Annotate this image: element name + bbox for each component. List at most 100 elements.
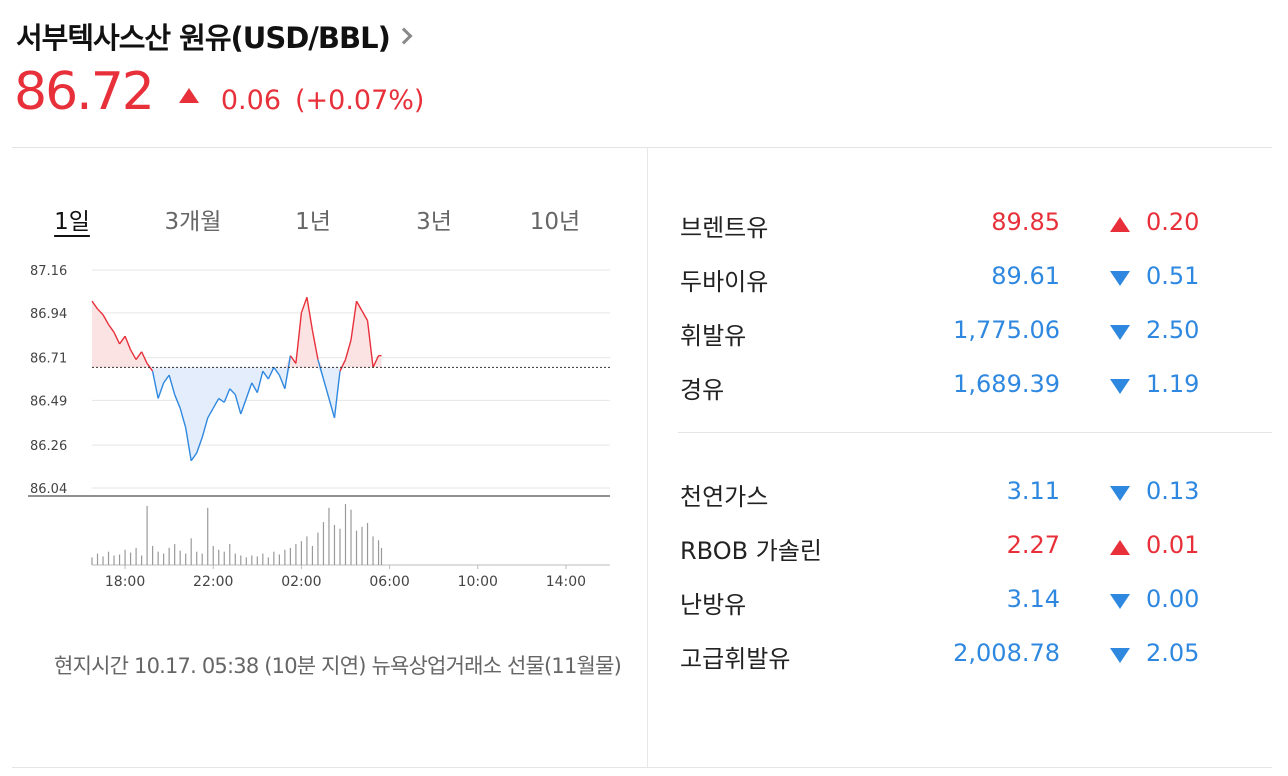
- price-line-segment: [118, 335, 126, 345]
- price-line-segment: [190, 452, 198, 462]
- commodity-change: 0.01: [1146, 531, 1200, 559]
- commodity-value: 89.61: [991, 262, 1060, 290]
- commodity-name[interactable]: 경유: [680, 376, 725, 404]
- divider: [678, 432, 1272, 433]
- price-change: 0.06: [220, 85, 281, 116]
- price-line-segment: [124, 335, 132, 351]
- price-line-segment: [256, 371, 264, 393]
- price-line-segment: [129, 349, 137, 360]
- page-title[interactable]: 서부텍사스산 원유(USD/BBL): [16, 21, 391, 55]
- triangle-up-icon: [1110, 217, 1130, 232]
- commodity-name[interactable]: RBOB 가솔린: [680, 537, 822, 565]
- divider: [12, 147, 1272, 148]
- price-chart[interactable]: 87.16 86.94 86.71 86.49 86.26 86.04 18:00 22:00…: [28, 252, 618, 600]
- divider: [12, 767, 1272, 768]
- commodity-value: 3.14: [1006, 585, 1060, 613]
- price-line-segment: [311, 330, 319, 360]
- price-line-segment: [273, 366, 280, 376]
- commodity-panel: 브렌트유 89.85 0.20 두바이유 89.61 0.51 휘발유 1,775.06 2.5…: [678, 200, 1272, 685]
- y-tick-label: 86.49: [30, 394, 67, 409]
- price-line-segment: [218, 397, 225, 403]
- price-line-segment: [234, 394, 242, 415]
- commodity-value: 89.85: [991, 208, 1060, 236]
- commodity-row[interactable]: 고급휘발유 2,008.78 2.05: [678, 631, 1272, 685]
- x-tick-label: 02:00: [281, 574, 321, 590]
- price-line-segment: [157, 382, 165, 399]
- price-line-segment: [207, 407, 214, 419]
- commodity-name[interactable]: 난방유: [680, 591, 747, 619]
- price-line-segment: [322, 378, 330, 399]
- commodity-row[interactable]: 휘발유 1,775.06 2.50: [678, 308, 1272, 362]
- tab-10y[interactable]: 10년: [529, 209, 581, 235]
- price-line-segment: [135, 351, 143, 360]
- y-tick-label: 86.94: [30, 307, 67, 322]
- commodity-change: 1.19: [1146, 370, 1200, 398]
- tab-1y[interactable]: 1년: [295, 209, 331, 235]
- price-line-segment: [278, 374, 286, 389]
- x-tick-label: 10:00: [458, 574, 498, 590]
- commodity-value: 1,689.39: [953, 370, 1060, 398]
- commodity-row[interactable]: 브렌트유 89.85 0.20: [678, 200, 1272, 254]
- commodity-row[interactable]: 경유 1,689.39 1.19: [678, 362, 1272, 416]
- area-below-baseline: [92, 367, 382, 461]
- timestamp-note: 현지시간 10.17. 05:38 (10분 지연) 뉴욕상업거래소 선물(11…: [54, 654, 622, 678]
- x-tick-label: 22:00: [193, 574, 233, 590]
- price-line-segment: [212, 398, 220, 409]
- y-tick-label: 86.04: [30, 482, 67, 497]
- price-line-segment: [306, 297, 314, 331]
- commodity-value: 2,008.78: [953, 639, 1060, 667]
- price-line-segment: [284, 355, 292, 389]
- commodity-row[interactable]: 난방유 3.14 0.00: [678, 577, 1272, 631]
- triangle-down-icon: [1110, 486, 1130, 501]
- commodity-row[interactable]: 천연가스 3.11 0.13: [678, 469, 1272, 523]
- price-line-segment: [163, 374, 170, 384]
- commodity-value: 1,775.06: [953, 316, 1060, 344]
- price-line-segment: [267, 367, 275, 380]
- tab-3m[interactable]: 3개월: [164, 209, 222, 235]
- tab-1d[interactable]: 1일: [54, 209, 90, 235]
- price-line-segment: [328, 398, 336, 419]
- price-line-segment: [102, 314, 110, 325]
- price-line-segment: [333, 371, 341, 419]
- commodity-change: 2.05: [1146, 639, 1200, 667]
- price-line-segment: [300, 297, 308, 314]
- tab-3y[interactable]: 3년: [416, 209, 452, 235]
- price-line-segment: [140, 351, 148, 364]
- price-line-segment: [361, 310, 369, 321]
- price-line-segment: [229, 388, 236, 396]
- price-line-segment: [113, 331, 121, 345]
- price-line-segment: [184, 427, 192, 461]
- commodity-name[interactable]: 고급휘발유: [680, 645, 791, 673]
- commodity-change: 0.51: [1146, 262, 1200, 290]
- title-row[interactable]: 서부텍사스산 원유(USD/BBL): [16, 14, 413, 58]
- commodity-name[interactable]: 휘발유: [680, 322, 747, 350]
- commodity-row[interactable]: 두바이유 89.61 0.51: [678, 254, 1272, 308]
- chevron-right-icon[interactable]: [395, 27, 413, 45]
- commodity-name[interactable]: 두바이유: [680, 268, 769, 296]
- commodity-row[interactable]: RBOB 가솔린 2.27 0.01: [678, 523, 1272, 577]
- price-line-segment: [245, 382, 253, 399]
- commodity-name[interactable]: 브렌트유: [680, 214, 769, 242]
- triangle-down-icon: [1110, 594, 1130, 609]
- x-tick-label: 14:00: [546, 574, 586, 590]
- y-tick-label: 87.16: [30, 264, 67, 279]
- price-line-segment: [223, 388, 231, 403]
- price-line-segment: [262, 370, 269, 380]
- price-line-segment: [366, 320, 374, 368]
- commodity-change: 0.20: [1146, 208, 1200, 236]
- commodity-group-oil: 브렌트유 89.85 0.20 두바이유 89.61 0.51 휘발유 1,775.06 2.5…: [678, 200, 1272, 416]
- price-line-segment: [107, 324, 115, 333]
- price-row: 86.72 0.06 (+0.07%): [14, 62, 424, 122]
- price-line-segment: [97, 308, 104, 316]
- triangle-up-icon: [178, 88, 199, 103]
- commodity-value: 3.11: [1006, 477, 1060, 505]
- price-line-segment: [196, 437, 203, 454]
- price-line-segment: [174, 394, 181, 409]
- price-line-segment: [151, 371, 159, 399]
- x-tick-label: 06:00: [369, 574, 409, 590]
- price-line-segment: [372, 355, 380, 368]
- commodity-name[interactable]: 천연가스: [680, 483, 769, 511]
- price-line-segment: [317, 359, 325, 380]
- commodity-change: 0.00: [1146, 585, 1200, 613]
- triangle-down-icon: [1110, 271, 1130, 286]
